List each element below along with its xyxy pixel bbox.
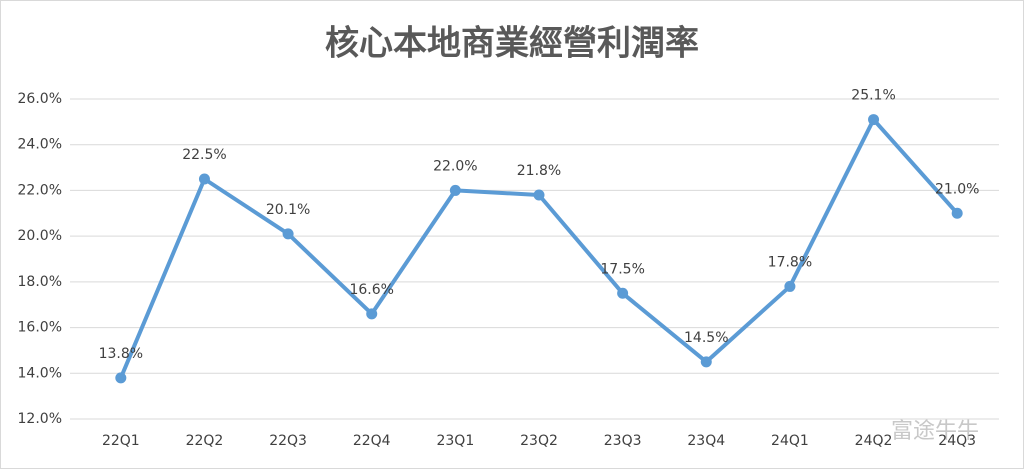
x-tick-label: 24Q3 — [938, 433, 976, 449]
x-tick-label: 24Q2 — [855, 433, 893, 449]
data-label: 21.0% — [935, 181, 979, 197]
y-tick-label: 12.0% — [18, 411, 62, 427]
point — [366, 308, 378, 320]
data-label: 22.5% — [182, 147, 226, 163]
x-tick-label: 24Q1 — [771, 433, 809, 449]
x-tick-label: 22Q3 — [269, 433, 307, 449]
y-tick-label: 18.0% — [18, 274, 62, 290]
y-tick-label: 26.0% — [18, 91, 62, 107]
x-tick-label: 23Q2 — [520, 433, 558, 449]
point — [951, 207, 963, 219]
watermark: 富途牛牛 — [891, 419, 979, 444]
data-label: 21.8% — [517, 163, 561, 179]
data-label: 25.1% — [851, 88, 895, 104]
point — [282, 228, 294, 240]
y-tick-label: 20.0% — [18, 228, 62, 244]
data-label: 14.5% — [684, 330, 728, 346]
data-label: 20.1% — [266, 202, 310, 218]
x-tick-label: 23Q3 — [604, 433, 642, 449]
x-tick-label: 23Q1 — [436, 433, 474, 449]
point — [700, 356, 712, 368]
x-tick-label: 23Q4 — [687, 433, 725, 449]
chart-title: 核心本地商業經營利潤率 — [325, 24, 699, 64]
y-tick-label: 14.0% — [18, 365, 62, 381]
point — [784, 280, 796, 292]
data-label: 17.5% — [600, 261, 644, 277]
x-tick-label: 22Q1 — [102, 433, 140, 449]
point — [868, 114, 880, 126]
data-label: 16.6% — [349, 282, 393, 298]
point — [198, 173, 210, 185]
point — [449, 184, 461, 196]
y-tick-label: 22.0% — [18, 182, 62, 198]
data-label: 22.0% — [433, 158, 477, 174]
point — [115, 372, 127, 384]
y-tick-label: 24.0% — [18, 137, 62, 153]
point — [617, 287, 629, 299]
point — [533, 189, 545, 201]
y-tick-label: 16.0% — [18, 320, 62, 336]
x-tick-label: 22Q4 — [353, 433, 391, 449]
data-label: 17.8% — [768, 254, 812, 270]
x-tick-label: 22Q2 — [186, 433, 224, 449]
data-label: 13.8% — [99, 346, 143, 362]
